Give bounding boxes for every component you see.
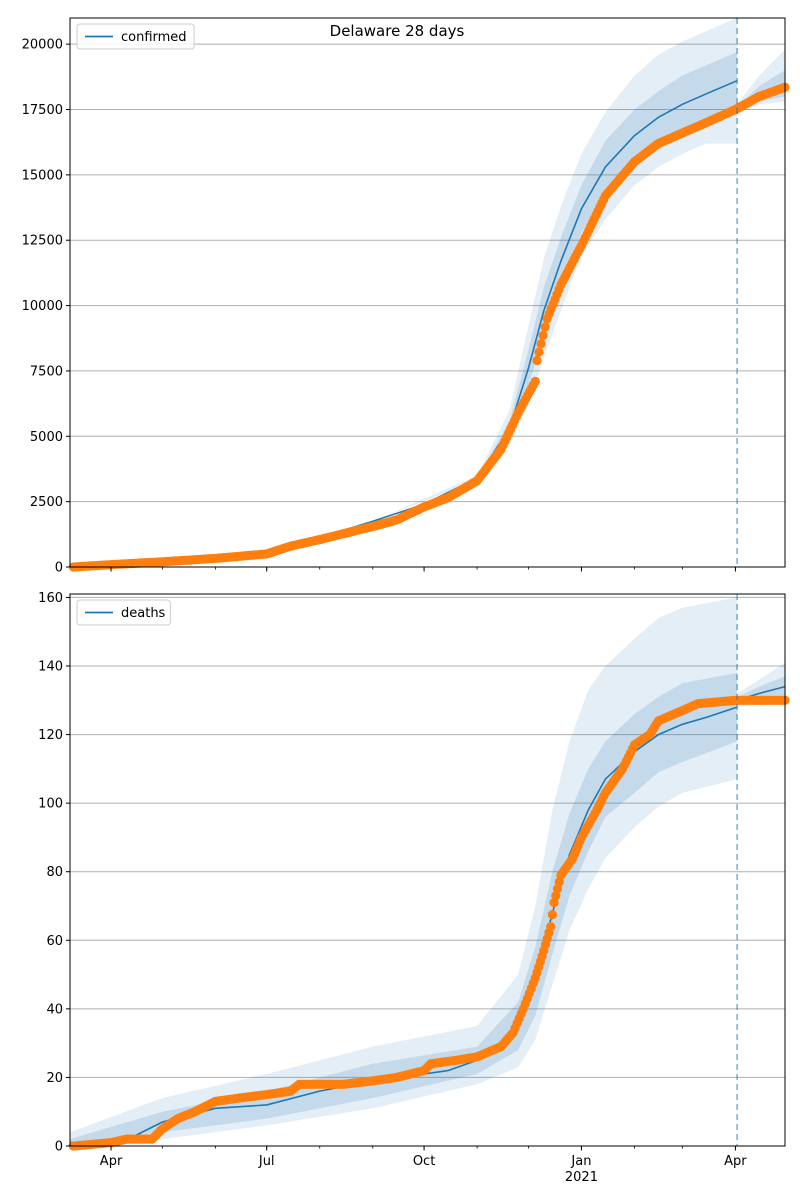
- plot-frame: [69, 593, 786, 1147]
- observed-points: [68, 82, 790, 572]
- legend-label: confirmed: [121, 30, 187, 45]
- plot-frame: [69, 17, 786, 568]
- outer-uncertainty-band: [70, 18, 738, 567]
- y-tick-label: 15000: [22, 168, 63, 183]
- observed-point: [536, 339, 546, 349]
- legend-box: [76, 599, 171, 626]
- observed-point: [549, 898, 559, 908]
- y-tick-label: 10000: [22, 299, 63, 314]
- observed-point: [530, 376, 540, 386]
- inner-uncertainty-band: [70, 52, 738, 567]
- confirmed-panel: 0 2500 5000 7500 10000 12500 15000 17500 20000 co…: [22, 17, 790, 576]
- observed-points: [68, 695, 790, 1151]
- y-tick-label: 17500: [22, 103, 63, 118]
- legend-box: [76, 23, 195, 50]
- legend: deaths: [76, 599, 171, 626]
- y-tick-label: 100: [38, 797, 63, 812]
- observed-point: [547, 910, 558, 920]
- y-tick-label: 60: [46, 934, 63, 949]
- x-tick-label: Oct: [413, 1154, 435, 1169]
- y-tick-label: 160: [38, 591, 63, 606]
- y-tick-label: 140: [38, 660, 63, 675]
- y-tick-label: 0: [55, 1140, 63, 1155]
- y-tick-label: 7500: [30, 364, 63, 379]
- y-tick-label: 20000: [22, 38, 63, 53]
- y-tick-label: 120: [38, 728, 63, 743]
- y-tick-label: 12500: [22, 234, 63, 249]
- legend: confirmed: [76, 23, 195, 50]
- legend-label: deaths: [121, 606, 166, 621]
- outer-uncertainty-band: [70, 597, 738, 1146]
- y-tick-label: 2500: [30, 495, 63, 510]
- chart-title: Delaware 28 days: [330, 22, 465, 40]
- observed-point: [532, 355, 542, 366]
- y-tick-label: 0: [55, 561, 63, 576]
- observed-point: [554, 877, 564, 887]
- x-tick-sublabel: 2021: [565, 1170, 598, 1185]
- observed-point: [534, 347, 544, 357]
- observed-point: [538, 330, 548, 340]
- x-tick-label: Jul: [258, 1154, 275, 1169]
- y-tick-label: 20: [46, 1071, 63, 1086]
- x-tick-label: Apr: [100, 1154, 123, 1169]
- y-tick-label: 5000: [30, 430, 63, 445]
- x-tick-label: Apr: [724, 1154, 747, 1169]
- observed-point: [552, 884, 563, 894]
- observed-point: [546, 922, 556, 932]
- y-tick-label: 40: [46, 1002, 63, 1017]
- observed-point: [540, 322, 550, 332]
- x-tick-label: Jan: [570, 1154, 591, 1169]
- y-tick-label: 80: [46, 865, 63, 880]
